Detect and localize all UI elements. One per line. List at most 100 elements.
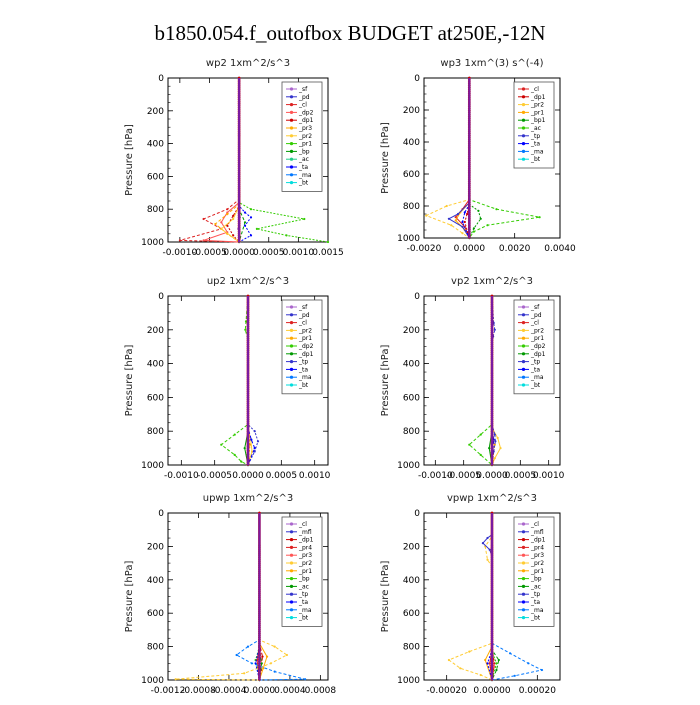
legend-label: _pr4 xyxy=(530,544,544,551)
y-axis-label: Pressure [hPa] xyxy=(380,345,391,417)
y-tick-label: 1000 xyxy=(397,461,420,471)
x-tick-label: -0.0004 xyxy=(212,686,247,696)
legend-marker xyxy=(289,375,294,379)
legend-marker xyxy=(289,383,294,387)
y-tick-label: 600 xyxy=(147,393,164,403)
x-tick-label: -0.0020 xyxy=(407,244,442,254)
data-point xyxy=(253,430,256,433)
legend-marker xyxy=(289,592,294,596)
data-point xyxy=(495,208,498,211)
legend-label: _dp1 xyxy=(530,351,546,358)
legend-label: _ma xyxy=(530,148,544,155)
legend-marker xyxy=(289,569,294,573)
data-point xyxy=(488,447,491,450)
data-point xyxy=(248,443,252,446)
data-point xyxy=(250,438,253,441)
legend-marker xyxy=(521,149,526,153)
legend-label: _pd xyxy=(530,312,542,319)
data-point xyxy=(178,239,181,242)
series-line-dp2 xyxy=(468,296,493,466)
legend-label: _tp xyxy=(530,591,540,598)
data-point xyxy=(447,217,450,220)
legend-label: _pr1 xyxy=(298,335,312,342)
legend-label: _sf xyxy=(298,304,308,311)
zero-column xyxy=(490,511,494,681)
x-tick-label: -0.00020 xyxy=(426,686,467,696)
legend-label: _dp1 xyxy=(298,351,314,358)
series-line-pr2 xyxy=(175,513,288,681)
y-tick-label: 800 xyxy=(403,643,420,653)
data-point xyxy=(496,436,499,440)
chart-panel-4: vp2 1xm^2/s^3 Pressure [hPa] 0 200 400 600 800… xyxy=(380,276,565,481)
y-tick-label: 600 xyxy=(147,172,164,182)
legend-label: _bt xyxy=(298,382,309,389)
legend-label: _bt xyxy=(530,382,541,389)
legend: _cl_mfl_dp1_pr4_pr3_pr2_pr1_bp_ac_tp_ta_… xyxy=(281,516,323,627)
y-tick-label: 400 xyxy=(147,140,164,150)
data-point xyxy=(214,222,217,226)
y-tick-label: 1000 xyxy=(141,461,164,471)
data-point xyxy=(461,232,464,235)
data-point xyxy=(233,453,236,456)
legend-marker xyxy=(521,142,526,146)
data-point xyxy=(233,433,236,436)
legend-marker xyxy=(289,530,294,534)
y-tick-label: 800 xyxy=(403,202,420,212)
x-tick-label: 0.0010 xyxy=(533,471,565,481)
y-axis-label: Pressure [hPa] xyxy=(380,122,391,194)
data-point xyxy=(447,658,450,662)
y-tick-label: 800 xyxy=(147,205,164,215)
chart-panel-6: vpwp 1xm^2/s^3 Pressure [hPa] 0 200 400 600 80… xyxy=(380,493,561,696)
legend-label: _dp2 xyxy=(298,343,314,350)
legend-box xyxy=(281,81,323,192)
y-tick-label: 800 xyxy=(147,643,164,653)
chart-panel-1: wp2 1xm^2/s^3 Pressure [hPa] 0 200 400 600 800… xyxy=(124,58,344,258)
y-tick-label: 800 xyxy=(147,427,164,437)
x-tick-label: -0.0010 xyxy=(418,471,453,481)
data-point xyxy=(459,667,462,670)
series-line-pr3 xyxy=(214,78,240,243)
data-point xyxy=(250,450,254,453)
legend-marker xyxy=(289,149,294,153)
series-line-cl xyxy=(179,78,240,243)
data-point xyxy=(243,224,247,227)
data-point xyxy=(463,220,466,224)
data-point xyxy=(243,211,247,214)
data-point xyxy=(479,433,482,436)
panel-title: wp3 1xm^(3) s^(-4) xyxy=(440,58,543,69)
legend-label: _mfl xyxy=(298,529,312,536)
y-tick-label: 400 xyxy=(403,360,420,370)
legend-label: _sf xyxy=(298,86,308,93)
legend-label: _cl xyxy=(530,86,539,93)
data-point xyxy=(495,668,498,672)
legend-marker xyxy=(521,118,526,122)
x-tick-label: 0.0040 xyxy=(544,244,576,254)
legend-label: _pr1 xyxy=(530,335,544,342)
data-point xyxy=(226,224,229,227)
legend-marker xyxy=(289,561,294,565)
legend-marker xyxy=(289,165,294,169)
y-tick-label: 200 xyxy=(403,326,420,336)
zero-column xyxy=(246,294,250,466)
legend-label: _tp xyxy=(530,133,540,140)
y-tick-label: 1000 xyxy=(141,676,164,686)
y-tick-label: 1000 xyxy=(141,238,164,248)
data-point xyxy=(463,211,466,214)
legend-label: _bt xyxy=(530,156,541,163)
data-point xyxy=(249,216,253,219)
legend-box xyxy=(513,299,555,395)
series-group xyxy=(220,294,260,467)
data-point xyxy=(220,227,223,230)
data-point xyxy=(488,662,491,665)
legend-marker xyxy=(289,134,294,138)
legend: _sf_pd_cl_dp2_dp1_pr3_pr2_pr1_bp_ac_ta_m… xyxy=(281,81,323,192)
data-point xyxy=(479,453,482,456)
data-point xyxy=(326,240,330,244)
data-point xyxy=(243,672,246,675)
legend-marker xyxy=(521,110,526,114)
x-tick-label: -0.0012 xyxy=(151,686,186,696)
data-point xyxy=(235,653,238,657)
legend-marker xyxy=(521,545,526,550)
legend-marker xyxy=(521,305,526,309)
